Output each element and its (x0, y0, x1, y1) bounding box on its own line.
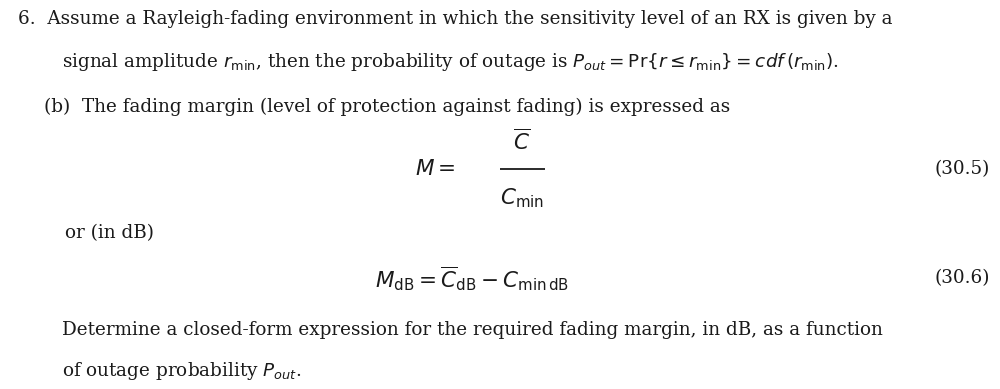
Text: $\overline{C}$: $\overline{C}$ (513, 129, 530, 155)
Text: (30.6): (30.6) (935, 269, 990, 287)
Text: or (in dB): or (in dB) (65, 224, 154, 242)
Text: Determine a closed-form expression for the required fading margin, in dB, as a f: Determine a closed-form expression for t… (62, 321, 883, 339)
Text: signal amplitude $r_{\mathrm{min}}$, then the probability of outage is $P_{out} : signal amplitude $r_{\mathrm{min}}$, the… (62, 51, 839, 73)
Text: $C_{\mathrm{min}}$: $C_{\mathrm{min}}$ (500, 187, 544, 210)
Text: $M = $: $M = $ (415, 158, 455, 180)
Text: of outage probability $P_{out}$.: of outage probability $P_{out}$. (62, 360, 302, 382)
Text: $M_{\mathrm{dB}} = \overline{C}_{\mathrm{dB}} - C_{\mathrm{min\,dB}}$: $M_{\mathrm{dB}} = \overline{C}_{\mathrm… (375, 264, 569, 293)
Text: (b)  The fading margin (level of protection against fading) is expressed as: (b) The fading margin (level of protecti… (44, 98, 730, 116)
Text: 6.  Assume a Rayleigh-fading environment in which the sensitivity level of an RX: 6. Assume a Rayleigh-fading environment … (18, 10, 893, 28)
Text: (30.5): (30.5) (935, 160, 990, 178)
